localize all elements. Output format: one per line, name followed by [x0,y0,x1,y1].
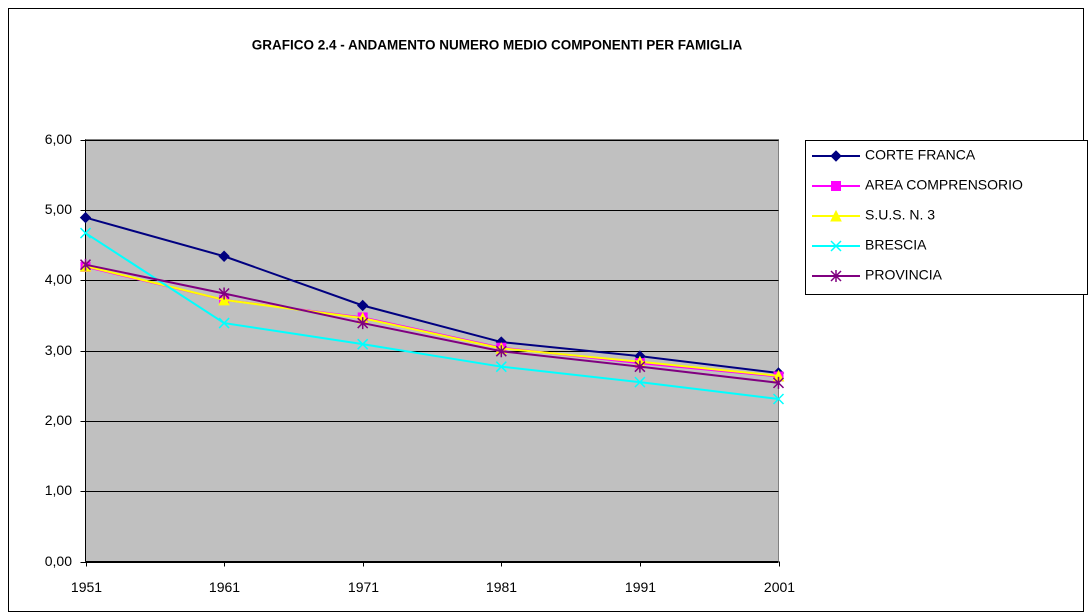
legend-label: S.U.S. N. 3 [865,207,935,223]
y-tick-label: 1,00 [45,482,72,498]
legend-label: PROVINCIA [865,267,943,283]
data-point [357,317,369,330]
series-line [85,263,779,384]
x-tick-label: 1951 [71,579,102,595]
data-point [218,317,230,329]
legend-label: CORTE FRANCA [865,147,976,163]
plot-area [85,139,779,562]
legend-swatch-marker [830,270,842,282]
x-tick-label: 1971 [348,579,379,595]
data-point [357,338,369,350]
series-line [85,265,779,377]
x-tick-label: 2001 [764,579,795,595]
legend-swatch-marker [830,240,842,252]
data-point [634,376,646,388]
series-line [85,216,779,374]
data-point [634,360,646,373]
y-tick-label: 2,00 [45,412,72,428]
y-tick-label: 0,00 [45,553,72,569]
data-point [356,299,369,312]
data-point [495,361,507,373]
legend-label: AREA COMPRENSORIO [865,177,1023,193]
legend-label: BRESCIA [865,237,927,253]
y-tick-label: 3,00 [45,342,72,358]
y-tick-label: 6,00 [45,131,72,147]
legend-swatch-marker [831,181,841,191]
x-tick-label: 1991 [625,579,656,595]
chart-title: GRAFICO 2.4 - ANDAMENTO NUMERO MEDIO COM… [252,38,743,53]
legend-swatch-marker [830,209,842,222]
data-point [772,393,785,405]
data-point [772,376,785,389]
data-point [495,345,507,358]
data-point [218,287,230,300]
series-line [84,232,779,401]
legend-box [805,140,1088,295]
x-tick-label: 1961 [209,579,240,595]
y-tick-label: 5,00 [45,201,72,217]
data-point [79,211,92,224]
legend-swatch-marker [830,150,842,162]
x-tick-label: 1981 [486,579,517,595]
y-tick-label: 4,00 [45,271,72,287]
data-point [218,293,230,306]
data-point [218,250,230,262]
data-point [79,258,92,271]
data-point [79,227,92,239]
